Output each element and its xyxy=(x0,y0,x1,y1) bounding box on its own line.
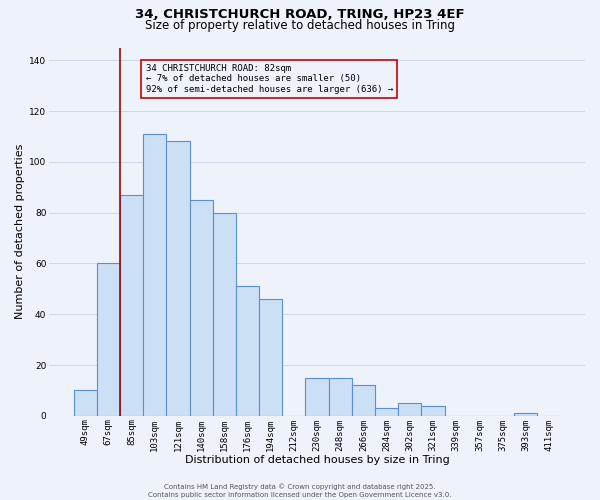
Bar xyxy=(514,414,538,416)
Bar xyxy=(97,264,120,416)
Text: Size of property relative to detached houses in Tring: Size of property relative to detached ho… xyxy=(145,19,455,32)
Bar xyxy=(166,142,190,416)
Bar xyxy=(329,378,352,416)
Bar xyxy=(305,378,329,416)
Bar xyxy=(259,299,283,416)
Bar xyxy=(74,390,97,416)
X-axis label: Distribution of detached houses by size in Tring: Distribution of detached houses by size … xyxy=(185,455,449,465)
Text: Contains HM Land Registry data © Crown copyright and database right 2025.
Contai: Contains HM Land Registry data © Crown c… xyxy=(148,484,452,498)
Bar xyxy=(190,200,213,416)
Bar xyxy=(120,195,143,416)
Text: 34 CHRISTCHURCH ROAD: 82sqm
← 7% of detached houses are smaller (50)
92% of semi: 34 CHRISTCHURCH ROAD: 82sqm ← 7% of deta… xyxy=(146,64,393,94)
Bar xyxy=(375,408,398,416)
Bar xyxy=(213,212,236,416)
Bar xyxy=(352,386,375,416)
Bar xyxy=(143,134,166,416)
Text: 34, CHRISTCHURCH ROAD, TRING, HP23 4EF: 34, CHRISTCHURCH ROAD, TRING, HP23 4EF xyxy=(135,8,465,20)
Y-axis label: Number of detached properties: Number of detached properties xyxy=(15,144,25,320)
Bar xyxy=(421,406,445,416)
Bar xyxy=(398,403,421,416)
Bar xyxy=(236,286,259,416)
